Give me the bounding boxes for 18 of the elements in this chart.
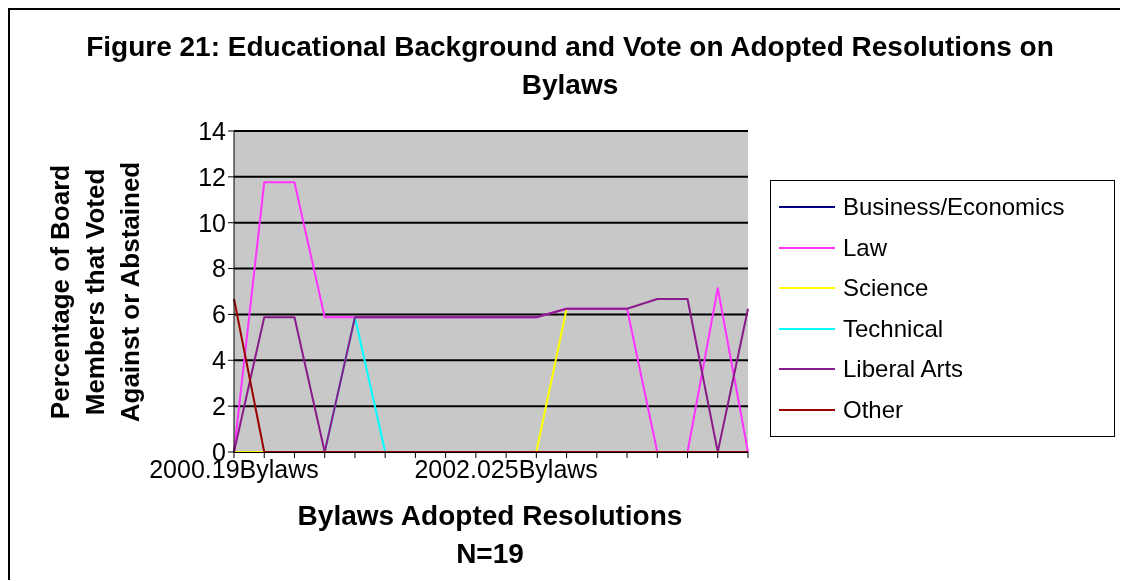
legend-label: Science (843, 274, 929, 303)
y-tick-label: 2 (212, 392, 226, 421)
legend-label: Law (843, 233, 888, 262)
y-tick-label: 8 (212, 254, 226, 283)
chart-title: Figure 21: Educational Background and Vote on Adopted Resolutions on Bylaws (85, 30, 1055, 102)
x-tick-label: 2002.025Bylaws (414, 454, 598, 483)
legend-label: Other (843, 395, 904, 424)
x-axis-title: Bylaws Adopted Resolutions (296, 500, 684, 532)
y-tick-label: 12 (198, 162, 226, 191)
legend-label: Liberal Arts (843, 355, 964, 384)
y-tick-label: 14 (198, 116, 227, 145)
text: N=19 (455, 538, 525, 570)
legend-label: Business/Economics (843, 193, 1065, 222)
y-tick-label: 10 (198, 208, 226, 237)
y-tick-label: 6 (212, 300, 226, 329)
y-axis-title: Percentage of Board Members that Voted Against or Abstained (44, 161, 145, 423)
y-tick-label: 4 (212, 346, 227, 375)
legend-label: Technical (843, 314, 944, 343)
